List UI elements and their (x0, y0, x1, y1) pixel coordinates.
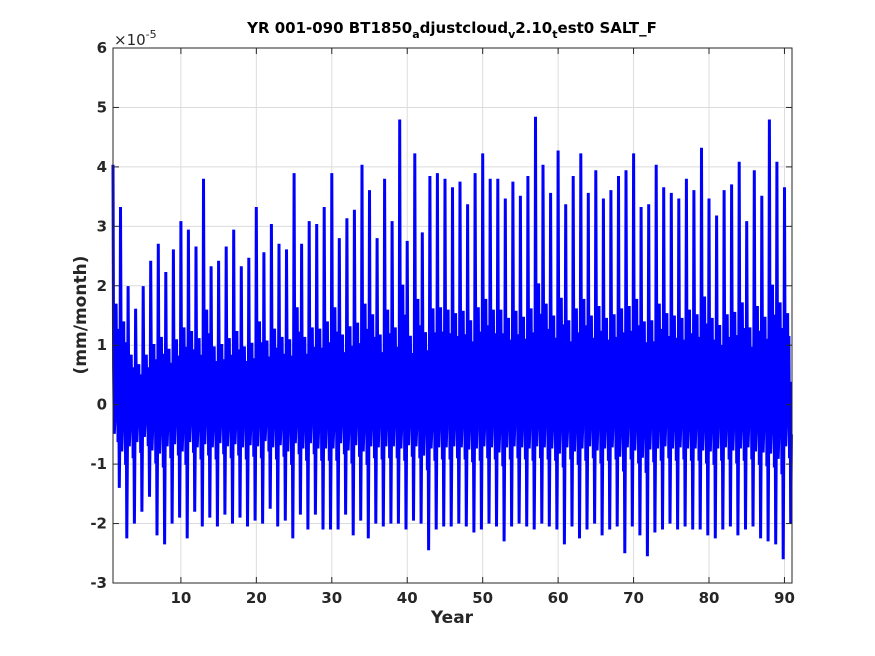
x-tick-label: 80 (699, 589, 720, 607)
x-tick-label: 20 (246, 589, 267, 607)
y-tick-label: -1 (90, 455, 107, 473)
y-axis-label: (mm/month) (71, 256, 91, 375)
x-axis-label: Year (430, 608, 474, 628)
chart-title: YR 001-090 BT1850adjustcloudv2.10test0 S… (246, 19, 657, 41)
y-tick-label: 1 (97, 336, 107, 354)
x-tick-label: 60 (548, 589, 569, 607)
x-tick-label: 40 (397, 589, 418, 607)
y-tick-label: 5 (97, 98, 107, 116)
axes-box (112, 47, 793, 584)
y-tick-label: 0 (97, 396, 107, 414)
x-tick-label: 30 (321, 589, 342, 607)
series-salt-f (111, 116, 793, 560)
y-tick-label: 6 (97, 39, 107, 57)
y-multiplier: ×10-5 (114, 28, 157, 49)
x-tick-label: 90 (774, 589, 795, 607)
series-line (111, 116, 793, 560)
x-tick-label: 70 (623, 589, 644, 607)
x-tick-label: 50 (472, 589, 493, 607)
y-tick-label: -2 (90, 515, 107, 533)
y-tick-label: 2 (97, 277, 107, 295)
y-tick-label: 4 (97, 158, 107, 176)
y-tick-label: -3 (90, 574, 107, 592)
y-tick-label: 3 (97, 217, 107, 235)
x-tick-label: 10 (170, 589, 191, 607)
ticks: 10 20 30 40 50 60 70 80 90 -3 -2 -1 0 1 2 3 4 5 6 (90, 39, 795, 607)
